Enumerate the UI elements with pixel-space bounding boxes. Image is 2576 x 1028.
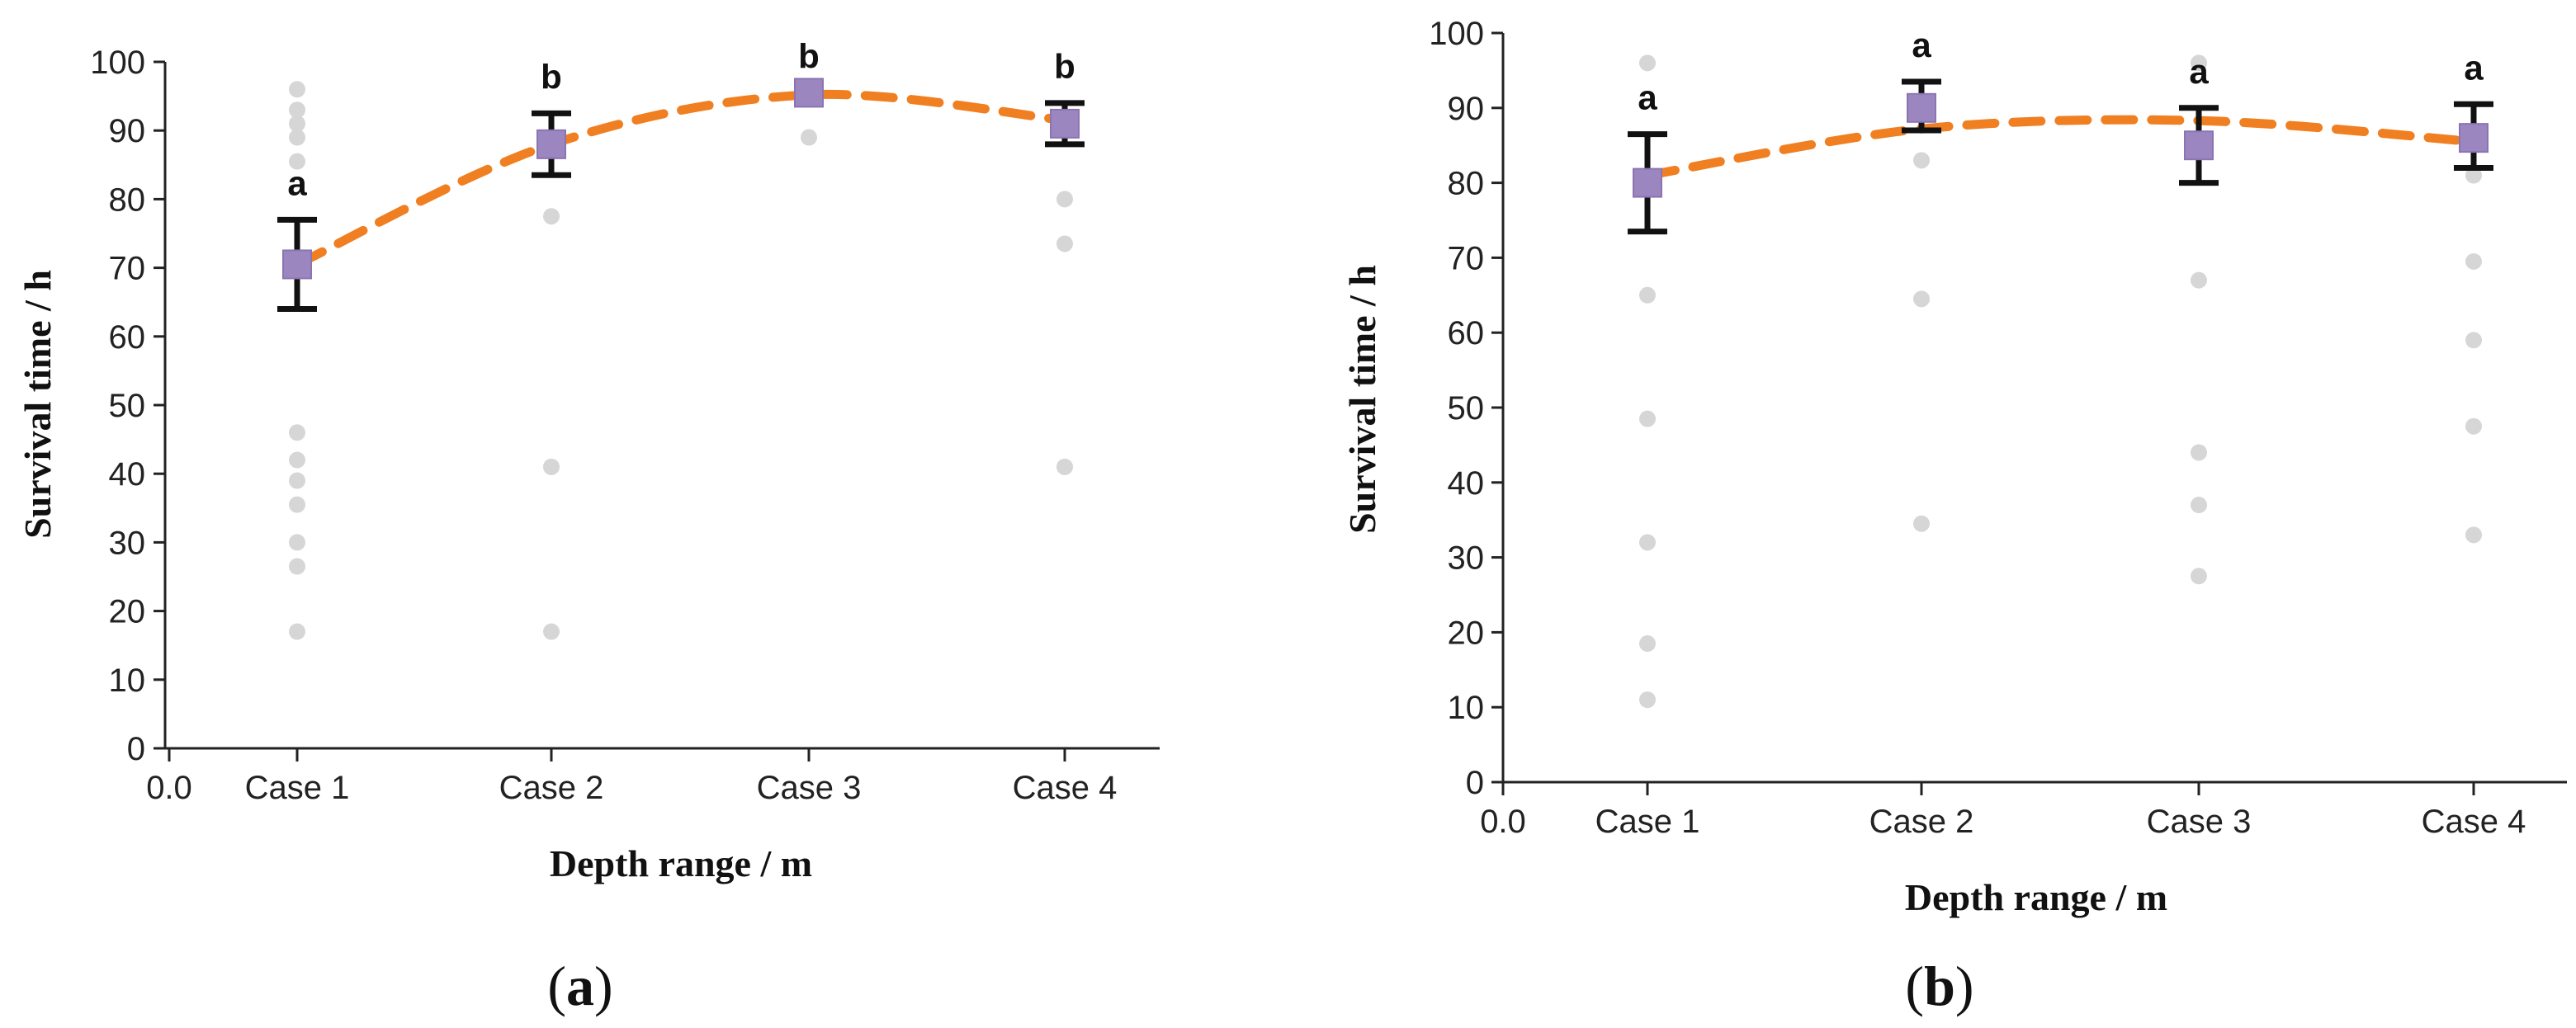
x-tick-label: Case 2 bbox=[499, 770, 604, 806]
individual-point bbox=[1639, 691, 1656, 709]
significance-letter: a bbox=[287, 163, 307, 202]
individual-point bbox=[2191, 54, 2207, 72]
mean-marker bbox=[282, 249, 312, 280]
y-tick-label: 20 bbox=[1448, 615, 1485, 651]
x-tick-label: Case 3 bbox=[2147, 804, 2252, 840]
panel-caption-letter: a bbox=[566, 955, 594, 1017]
y-tick-label: 90 bbox=[1448, 91, 1485, 127]
individual-point bbox=[289, 558, 305, 575]
y-tick-label: 50 bbox=[1448, 390, 1485, 427]
panel-caption: (b) bbox=[1905, 955, 1973, 1017]
individual-point bbox=[289, 496, 305, 513]
individual-point bbox=[289, 623, 305, 640]
y-tick-label: 0 bbox=[1466, 765, 1484, 801]
individual-point bbox=[1639, 534, 1656, 551]
panel-caption: (a) bbox=[547, 955, 612, 1017]
individual-point bbox=[1639, 635, 1656, 653]
individual-point bbox=[2465, 417, 2482, 435]
x-axis-title: Depth range / m bbox=[1905, 876, 2167, 918]
individual-point bbox=[1056, 458, 1073, 475]
y-tick-label: 30 bbox=[109, 525, 146, 561]
significance-letter: b bbox=[798, 36, 820, 75]
y-tick-label: 100 bbox=[1429, 16, 1484, 52]
x-tick-label: Case 3 bbox=[757, 770, 862, 806]
x-axis-title: Depth range / m bbox=[550, 842, 812, 884]
individual-point bbox=[289, 153, 305, 170]
individual-point bbox=[543, 208, 560, 225]
y-tick-label: 40 bbox=[1448, 465, 1485, 502]
individual-point bbox=[801, 129, 817, 146]
individual-point bbox=[2465, 252, 2482, 270]
individual-point bbox=[1056, 235, 1073, 252]
panel-a: 0 10 20 30 40 50 60 70 80 90 100 0.0 Case 1 Case 2 Cas… bbox=[17, 36, 1160, 1017]
individual-point bbox=[289, 101, 305, 119]
significance-letter: b bbox=[1054, 47, 1075, 86]
individual-point bbox=[1913, 515, 1930, 532]
y-tick-label: 20 bbox=[109, 594, 146, 630]
y-tick-label: 0 bbox=[127, 731, 145, 767]
mean-marker bbox=[2459, 123, 2489, 153]
mean-marker bbox=[2184, 130, 2214, 161]
panel-b: 0 10 20 30 40 50 60 70 80 90 100 0.0 Case 1 Case 2 Cas… bbox=[1341, 16, 2567, 1017]
individual-point bbox=[289, 81, 305, 98]
y-tick-label: 30 bbox=[1448, 540, 1485, 577]
individual-point bbox=[289, 424, 305, 441]
mean-marker bbox=[1907, 92, 1936, 123]
mean-marker bbox=[536, 129, 566, 159]
panel-caption-letter: b bbox=[1924, 955, 1955, 1017]
x-tick-label: Case 1 bbox=[1595, 804, 1700, 840]
y-tick-label: 90 bbox=[109, 113, 146, 149]
x-origin-label: 0.0 bbox=[1480, 804, 1526, 840]
mean-marker bbox=[1050, 108, 1080, 139]
individual-point bbox=[1639, 286, 1656, 304]
individual-point bbox=[2465, 167, 2482, 184]
individual-point bbox=[289, 451, 305, 469]
y-tick-label: 10 bbox=[109, 663, 146, 699]
individual-point bbox=[2191, 271, 2207, 289]
y-tick-label: 40 bbox=[109, 456, 146, 493]
y-tick-label: 60 bbox=[109, 319, 146, 356]
individual-point bbox=[1056, 191, 1073, 208]
y-axis-title: Survival time / h bbox=[1341, 265, 1383, 534]
individual-point bbox=[2191, 568, 2207, 585]
significance-letter: a bbox=[2464, 48, 2484, 87]
fit-curve bbox=[292, 89, 1070, 269]
individual-point bbox=[289, 115, 305, 132]
fit-curve bbox=[1642, 115, 2479, 181]
individual-point bbox=[2191, 444, 2207, 461]
significance-letter: b bbox=[541, 57, 562, 96]
individual-point bbox=[1639, 54, 1656, 72]
significance-letter: a bbox=[1638, 78, 1657, 117]
x-tick-label: Case 4 bbox=[1013, 770, 1118, 806]
individual-point bbox=[289, 534, 305, 551]
individual-point bbox=[289, 129, 305, 146]
significance-letter: a bbox=[1912, 26, 1931, 64]
y-tick-label: 70 bbox=[109, 251, 146, 287]
x-origin-label: 0.0 bbox=[146, 770, 192, 806]
individual-point bbox=[1639, 410, 1656, 427]
y-tick-label: 80 bbox=[109, 182, 146, 218]
mean-marker bbox=[794, 78, 824, 108]
individual-point bbox=[289, 472, 305, 489]
individual-point bbox=[1913, 290, 1930, 308]
x-tick-label: Case 4 bbox=[2422, 804, 2526, 840]
y-axis-title: Survival time / h bbox=[17, 270, 59, 539]
individual-point bbox=[2191, 497, 2207, 514]
y-tick-label: 50 bbox=[109, 388, 146, 424]
significance-letter: a bbox=[2189, 52, 2209, 91]
individual-point bbox=[2465, 526, 2482, 544]
individual-point bbox=[543, 623, 560, 640]
y-tick-label: 10 bbox=[1448, 690, 1485, 726]
y-tick-label: 60 bbox=[1448, 315, 1485, 351]
y-tick-label: 100 bbox=[90, 45, 145, 81]
x-tick-label: Case 1 bbox=[245, 770, 350, 806]
mean-marker bbox=[1633, 167, 1662, 198]
individual-point bbox=[1913, 152, 1930, 169]
individual-point bbox=[2465, 332, 2482, 349]
x-tick-label: Case 2 bbox=[1869, 804, 1974, 840]
y-tick-label: 70 bbox=[1448, 240, 1485, 276]
individual-point bbox=[543, 458, 560, 475]
y-tick-label: 80 bbox=[1448, 166, 1485, 202]
